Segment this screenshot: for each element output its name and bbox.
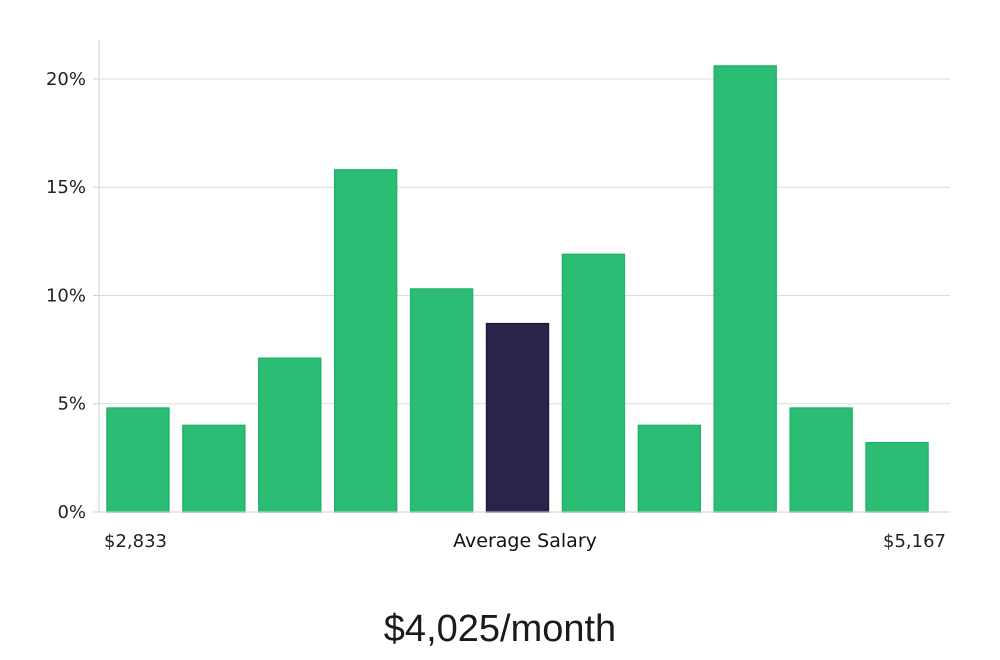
bars: [106, 65, 929, 513]
bar: [637, 424, 702, 513]
x-axis-title: Average Salary: [453, 530, 597, 552]
y-tick-label: 5%: [57, 394, 86, 415]
x-min-label: $2,833: [104, 531, 167, 552]
bar: [258, 357, 322, 513]
bar: [182, 424, 246, 513]
y-tick-label: 0%: [57, 502, 86, 523]
y-tick-label: 10%: [46, 285, 86, 306]
y-tick-labels: 0% 5% 10% 15% 20%: [46, 69, 86, 523]
average-salary-value: $4,025/month: [383, 608, 617, 650]
gridlines: [93, 78, 950, 513]
bar-highlighted: [485, 322, 550, 513]
y-tick-label: 15%: [46, 177, 86, 198]
bar: [106, 407, 170, 513]
bar: [713, 65, 777, 513]
bar: [561, 253, 626, 513]
x-max-label: $5,167: [883, 531, 946, 552]
y-tick-label: 20%: [46, 69, 86, 90]
bar: [409, 288, 474, 513]
bar: [865, 441, 929, 513]
salary-histogram: 0% 5% 10% 15% 20% $2,833 Average Salary $5,1…: [46, 40, 950, 552]
bar: [333, 169, 398, 513]
bar: [789, 407, 853, 513]
